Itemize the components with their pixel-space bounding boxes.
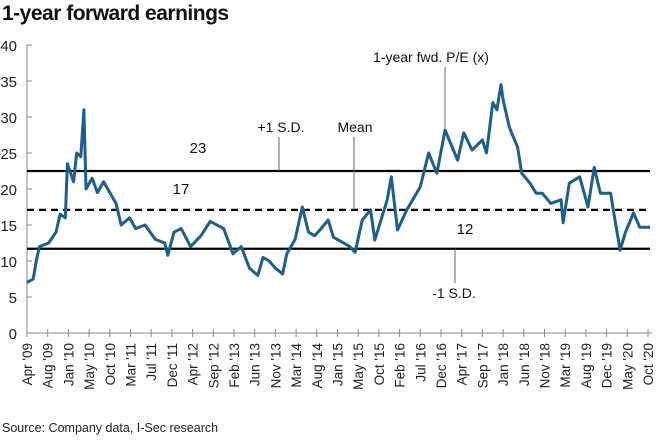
y-tick-label: 20 xyxy=(0,182,17,199)
x-tick-label: Jan '10 xyxy=(61,343,76,386)
x-tick-label: May '20 xyxy=(620,343,635,390)
x-tick-label: Jun '13 xyxy=(248,343,263,386)
y-tick-label: 15 xyxy=(0,218,17,235)
y-tick-label: 0 xyxy=(9,326,17,343)
x-tick-label: Oct '20 xyxy=(641,343,656,385)
source-note: Source: Company data, I-Sec research xyxy=(2,421,219,435)
x-tick-label: Nov '18 xyxy=(538,343,553,388)
x-tick-label: May '15 xyxy=(351,343,366,390)
x-tick-label: Jul '11 xyxy=(144,343,159,381)
x-tick-label: Dec '19 xyxy=(600,343,615,388)
x-tick-label: Dec '16 xyxy=(434,343,449,388)
x-tick-label: Jun '18 xyxy=(517,343,532,386)
y-tick-label: 10 xyxy=(0,254,17,271)
x-tick-label: Nov '13 xyxy=(268,343,283,388)
reference-value-label: 12 xyxy=(457,221,474,238)
y-tick-label: 5 xyxy=(9,290,17,307)
annotation-label: 1-year fwd. P/E (x) xyxy=(373,49,489,65)
x-tick-label: Oct '15 xyxy=(372,343,387,385)
chart-title: 1-year forward earnings xyxy=(2,2,229,25)
x-tick-label: Jan '15 xyxy=(331,343,346,386)
series-line xyxy=(26,83,651,284)
x-tick-label: Apr '17 xyxy=(455,343,470,385)
y-tick-label: 40 xyxy=(0,38,17,55)
x-tick-label: Aug '14 xyxy=(310,343,325,389)
annotation-label: Mean xyxy=(337,119,372,135)
x-tick-label: Mar '11 xyxy=(124,343,139,387)
x-tick-label: Sep '17 xyxy=(475,343,490,388)
x-tick-label: May '10 xyxy=(82,343,97,390)
y-tick-label: 35 xyxy=(0,74,17,91)
x-tick-label: Mar '19 xyxy=(558,343,573,388)
x-tick-label: Apr '12 xyxy=(186,343,201,385)
x-tick-label: Jul '16 xyxy=(413,343,428,382)
y-tick-label: 30 xyxy=(0,110,17,127)
x-tick-label: Mar '14 xyxy=(289,343,304,388)
reference-value-label: 17 xyxy=(173,181,190,198)
reference-value-label: 23 xyxy=(190,140,207,157)
x-tick-label: Aug '19 xyxy=(579,343,594,388)
x-tick-label: Feb '16 xyxy=(393,343,408,388)
x-tick-label: Oct '10 xyxy=(103,343,118,385)
x-tick-label: Sep '12 xyxy=(206,343,221,388)
y-tick-label: 25 xyxy=(0,146,17,163)
x-tick-label: Dec '11 xyxy=(165,343,180,387)
x-tick-label: Aug '09 xyxy=(41,343,56,388)
x-tick-label: Feb '13 xyxy=(227,343,242,388)
x-tick-label: Jan '18 xyxy=(496,343,511,386)
annotation-label: -1 S.D. xyxy=(432,285,476,301)
annotation-label: +1 S.D. xyxy=(257,119,304,135)
x-tick-label: Apr '09 xyxy=(20,343,35,385)
